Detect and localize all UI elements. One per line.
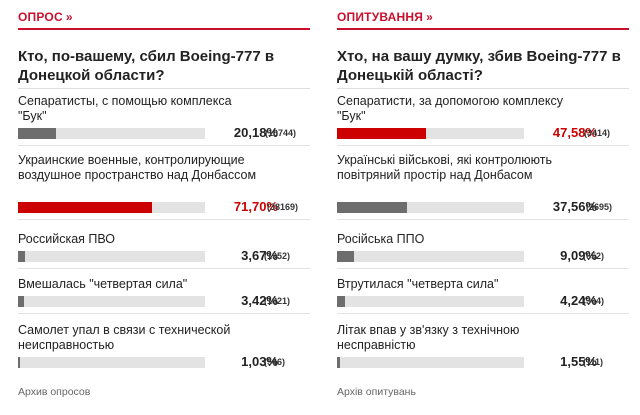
option-divider [18,219,310,220]
poll-option-label: Втрутилася "четверта сила" [337,277,499,291]
poll-result-percent: 3,42% [241,293,278,308]
question-divider [337,88,629,89]
poll-result-bar-fill [18,296,24,307]
option-divider [18,145,310,146]
poll-heading-label: ОПИТУВАННЯ [337,10,424,24]
poll-option-label: Сепаратисти, за допомогою комплексу "Бук… [337,94,563,123]
heading-divider [18,28,310,30]
poll-result-bar [337,357,524,368]
poll-heading-label: ОПРОС [18,10,63,24]
chevron-right-icon: » [426,10,433,24]
poll-heading-link[interactable]: ОПРОС» [18,10,73,24]
poll-result-percent: 1,03% [241,354,278,369]
poll-option-label: Украинские военные, контролирующие возду… [18,153,257,182]
poll-option-label: Літак впав у зв'язку з технічною несправ… [337,323,520,352]
poll-panel-ua: ОПИТУВАННЯ» Хто, на вашу думку, збив Boe… [337,0,629,415]
poll-result-percent: 3,67% [241,248,278,263]
poll-result-percent: 37,56% [552,199,597,214]
poll-heading-link[interactable]: ОПИТУВАННЯ» [337,10,433,24]
poll-result-bar [337,202,524,213]
option-divider [337,145,629,146]
poll-result-count: (652) [583,251,605,261]
poll-result-bar [337,251,524,262]
option-divider [337,268,629,269]
poll-result-bar-fill [337,357,340,368]
poll-result-bar [18,202,205,213]
poll-option-label: Самолет упал в связи с технической неисп… [18,323,231,352]
poll-result-count: (2695) [586,202,613,212]
heading-divider [337,28,629,30]
option-divider [337,313,629,314]
poll-result-count: (1821) [264,296,291,306]
poll-result-count: (38169) [267,202,299,212]
poll-result-bar-fill [337,296,345,307]
poll-archive-link[interactable]: Архів опитувань [337,386,416,398]
poll-result-percent: 47,58% [552,125,597,140]
question-divider [18,88,310,89]
poll-option-label: Российская ПВО [18,232,116,246]
poll-result-count: (111) [583,357,604,367]
poll-result-bar-fill [18,251,25,262]
poll-result-bar-fill [18,128,56,139]
poll-question: Хто, на вашу думку, збив Boeing-777 в До… [337,48,621,84]
poll-result-bar [337,296,524,307]
option-divider [337,219,629,220]
poll-result-percent: 1,55% [560,354,597,369]
poll-option-label: Російська ППО [337,232,425,246]
poll-result-bar [337,128,524,139]
poll-option-label: Вмешалась "четвертая сила" [18,277,188,291]
poll-result-bar-fill [337,251,354,262]
option-divider [18,268,310,269]
poll-result-bar-fill [337,128,426,139]
poll-result-percent: 20,18% [233,125,278,140]
poll-result-count: (3414) [584,128,611,138]
poll-question: Кто, по-вашему, сбил Boeing-777 в Донецк… [18,48,275,84]
poll-result-count: (1952) [264,251,291,261]
poll-result-bar-fill [18,202,152,213]
poll-result-bar-fill [337,202,407,213]
poll-result-percent: 9,09% [560,248,597,263]
poll-result-percent: 4,24% [560,293,597,308]
poll-panel-ru: ОПРОС» Кто, по-вашему, сбил Boeing-777 в… [18,0,310,415]
poll-archive-link[interactable]: Архив опросов [18,386,91,398]
poll-result-count: (10744) [265,128,297,138]
chevron-right-icon: » [65,10,73,24]
poll-result-count: (546) [264,357,286,367]
poll-option-label: Сепаратисты, с помощью комплекса "Бук" [18,94,232,123]
poll-result-count: (304) [583,296,605,306]
poll-result-bar [18,296,205,307]
poll-result-bar [18,251,205,262]
poll-result-bar [18,128,205,139]
poll-result-bar-fill [18,357,20,368]
option-divider [18,313,310,314]
poll-result-bar [18,357,205,368]
poll-result-percent: 71,70% [233,199,278,214]
poll-option-label: Українські військові, які контролюють по… [337,153,553,182]
